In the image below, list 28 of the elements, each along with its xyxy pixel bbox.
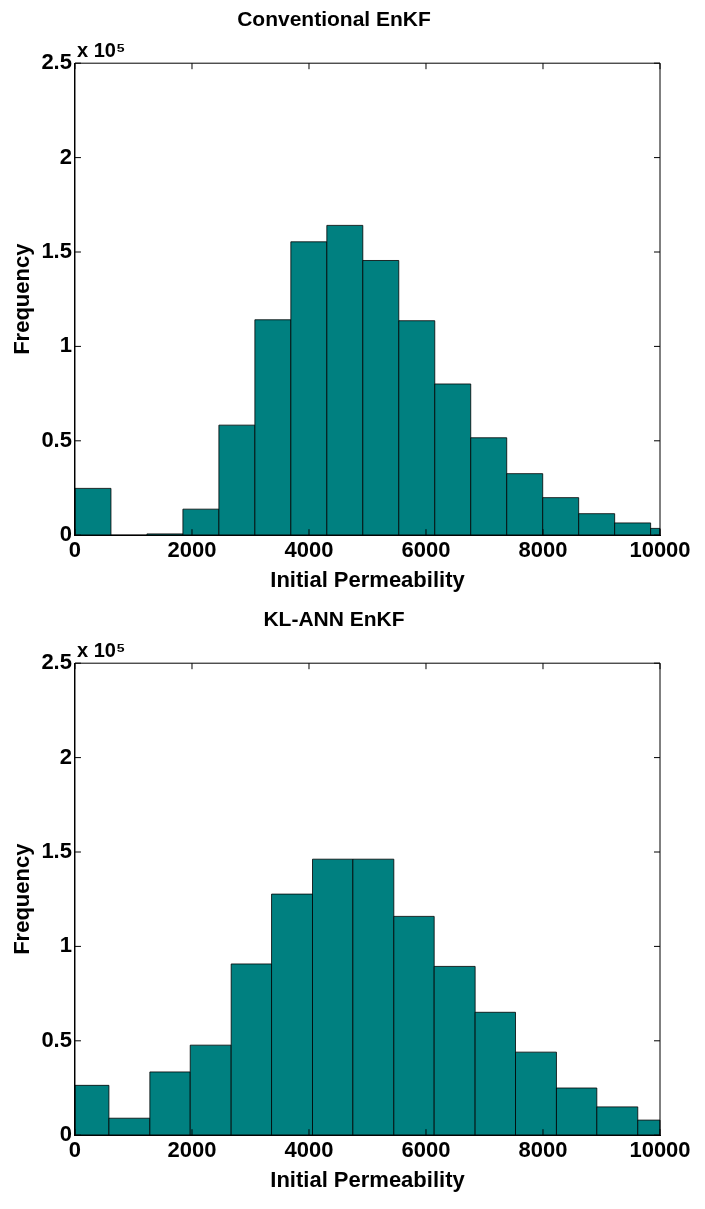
x-tick-label: 6000 <box>401 1137 451 1163</box>
x-tick-label: 4000 <box>284 537 334 563</box>
x-tick-label: 2000 <box>167 1137 217 1163</box>
chart-title: Conventional EnKF <box>237 7 431 31</box>
x-axis-title: Initial Permeability <box>270 566 466 592</box>
x-tick-label: 2000 <box>167 537 217 563</box>
text: x 10⁵ <box>76 38 126 61</box>
y-tick-label: 2.5 <box>41 649 72 675</box>
y-tick-label: 0.5 <box>41 1026 72 1052</box>
x-tick-label: 10000 <box>629 1137 691 1163</box>
y-tick-label: 2 <box>59 743 72 769</box>
y-axis-title: Frequency <box>9 242 35 355</box>
y-tick-label: 1.5 <box>41 238 72 264</box>
x-tick-label: 8000 <box>518 537 568 563</box>
y-tick-label: 0.5 <box>41 426 72 452</box>
text: x 10⁵ <box>76 638 126 661</box>
y-axis-title: Frequency <box>9 842 35 955</box>
x-tick-label: 8000 <box>518 1137 568 1163</box>
chart-title: KL-ANN EnKF <box>263 607 405 631</box>
y-tick-label: 1 <box>59 932 72 958</box>
y-tick-label: 2 <box>59 143 72 169</box>
y-tick-label: 1.5 <box>41 838 72 864</box>
x-tick-label: 4000 <box>284 1137 334 1163</box>
x-axis-title: Initial Permeability <box>270 1166 466 1192</box>
x-tick-label: 10000 <box>629 537 691 563</box>
y-tick-label: 2.5 <box>41 49 72 75</box>
x-tick-label: 6000 <box>401 537 451 563</box>
y-tick-label: 1 <box>59 332 72 358</box>
